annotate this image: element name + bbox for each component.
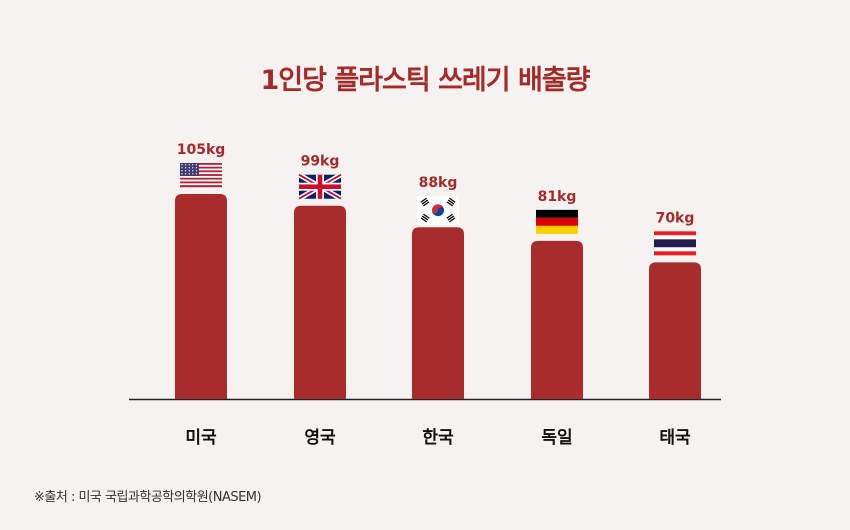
bar-2 [412,227,464,399]
value-label-3: 81kg [538,189,577,205]
value-label-4: 70kg [656,210,695,226]
uk-flag-icon [297,172,343,201]
value-label-1: 99kg [301,154,340,170]
source-note: ※출처 : 미국 국립과학공학의학원(NASEM) [34,490,262,505]
category-label-2: 한국 [422,428,454,448]
de-flag-icon [536,209,578,234]
category-label-4: 태국 [659,428,691,448]
value-label-2: 88kg [419,175,458,191]
kr-flag-icon [417,196,459,225]
category-label-3: 독일 [541,428,572,448]
value-label-0: 105kg [177,142,226,158]
bar-0 [175,194,227,399]
chart-title: 1인당 플라스틱 쓰레기 배출량 [260,65,590,96]
category-label-0: 미국 [185,428,217,448]
bar-4 [649,262,701,399]
bar-3 [531,240,583,399]
bar-1 [294,205,346,399]
category-label-1: 영국 [304,428,336,448]
us-flag-icon [180,163,222,188]
th-flag-icon [654,231,696,256]
